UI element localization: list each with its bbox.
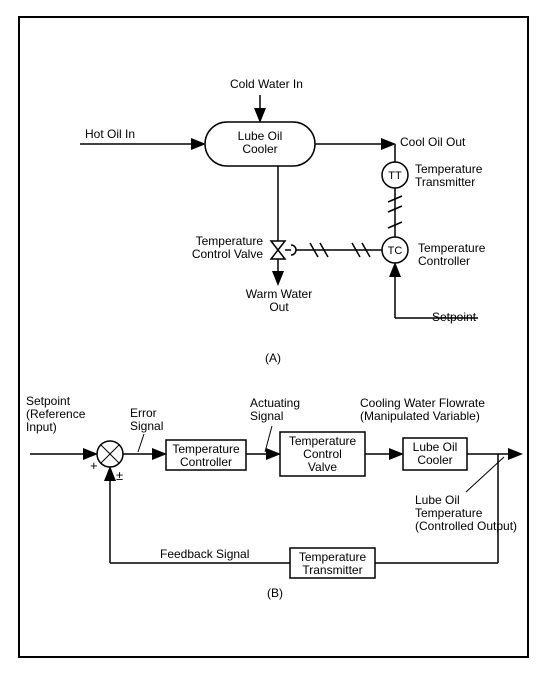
- label-lube-oil-cooler-B: Lube OilCooler: [405, 441, 465, 467]
- label-setpoint-A: Setpoint: [432, 311, 476, 324]
- control-valve-symbol: [271, 241, 285, 259]
- caption-A: (A): [265, 352, 281, 365]
- valve-actuator: [291, 245, 296, 255]
- label-temp-transmitter-B: TemperatureTransmitter: [292, 551, 373, 577]
- label-temp-transmitter-A: TemperatureTransmitter: [415, 163, 482, 189]
- label-temp-control-valve-A: TemperatureControl Valve: [168, 235, 263, 261]
- label-temp-control-valve-B: TemperatureControlValve: [282, 435, 363, 475]
- label-setpoint-ref: Setpoint(ReferenceInput): [26, 395, 85, 435]
- label-lube-oil-cooler-A: Lube OilCooler: [232, 130, 288, 156]
- label-actuating-signal: ActuatingSignal: [250, 397, 300, 423]
- error-pointer: [138, 434, 144, 452]
- tc-text: TC: [388, 245, 403, 257]
- label-cool-oil-out: Cool Oil Out: [400, 136, 465, 149]
- actuating-pointer: [265, 426, 272, 452]
- tt-text: TT: [388, 170, 402, 182]
- diagram-page: TT TC: [0, 0, 547, 674]
- plusminus-sign: ±: [116, 468, 123, 483]
- diagram-svg: TT TC: [0, 0, 547, 674]
- label-cooling-flowrate: Cooling Water Flowrate(Manipulated Varia…: [360, 397, 485, 423]
- label-temp-controller-A: TemperatureController: [418, 242, 485, 268]
- label-warm-water-out: Warm WaterOut: [240, 288, 318, 314]
- label-lube-oil-temp: Lube OilTemperature(Controlled Output): [415, 494, 517, 534]
- plus-sign: +: [90, 458, 98, 473]
- label-temp-controller-B: TemperatureController: [168, 443, 244, 469]
- caption-B: (B): [267, 587, 283, 600]
- label-feedback-signal: Feedback Signal: [160, 548, 249, 561]
- label-cold-water-in: Cold Water In: [230, 78, 303, 91]
- label-error-signal: ErrorSignal: [130, 407, 163, 433]
- label-hot-oil-in: Hot Oil In: [85, 128, 135, 141]
